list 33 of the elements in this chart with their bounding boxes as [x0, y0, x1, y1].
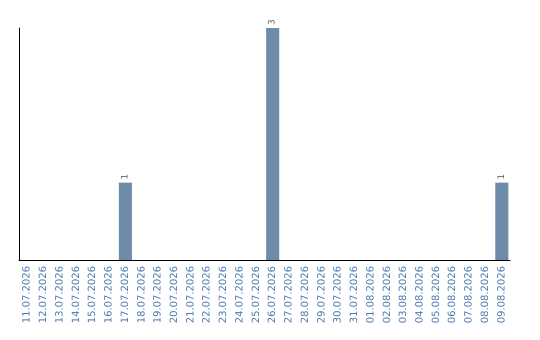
- x-tick-label: 30.07.2026: [332, 266, 344, 324]
- x-tick-label: 25.07.2026: [250, 266, 262, 324]
- x-tick-label: 28.07.2026: [300, 266, 311, 324]
- data-label: 1: [120, 174, 130, 180]
- x-tick-label: 12.07.2026: [38, 266, 50, 324]
- x-tick-label: 21.07.2026: [185, 266, 196, 324]
- x-tick-label: 04.08.2026: [414, 266, 426, 324]
- x-tick-label: 02.08.2026: [382, 266, 393, 324]
- x-tick-label: 08.08.2026: [480, 266, 491, 324]
- x-tick-label: 07.08.2026: [464, 266, 475, 324]
- x-tick-label: 11.07.2026: [22, 266, 33, 324]
- x-tick-label: 05.08.2026: [430, 266, 442, 324]
- x-tick-label: 20.07.2026: [168, 266, 180, 324]
- x-tick-label: 19.07.2026: [152, 266, 164, 324]
- x-tick-label: 23.07.2026: [218, 266, 230, 324]
- x-tick-label: 26.07.2026: [267, 266, 278, 324]
- x-tick-label: 09.08.2026: [496, 266, 508, 324]
- x-tick-label: 03.08.2026: [398, 266, 410, 324]
- x-tick-label: 17.07.2026: [120, 266, 131, 324]
- x-tick-label: 22.07.2026: [202, 266, 213, 324]
- x-tick-label: 13.07.2026: [54, 266, 66, 324]
- x-tick-label: 15.07.2026: [87, 266, 98, 324]
- data-label: 3: [268, 19, 278, 25]
- x-tick-label: 14.07.2026: [70, 266, 82, 324]
- x-tick-label: 18.07.2026: [136, 266, 148, 324]
- x-tick-label: 27.07.2026: [284, 266, 295, 324]
- x-tick-label: 24.07.2026: [234, 266, 246, 324]
- x-tick-label: 31.07.2026: [349, 266, 360, 324]
- x-tick-label: 16.07.2026: [104, 266, 115, 324]
- x-tick-label: 01.08.2026: [365, 266, 376, 324]
- x-tick-label: 29.07.2026: [316, 266, 328, 324]
- data-label: 1: [496, 174, 507, 180]
- x-tick-label: 06.08.2026: [447, 266, 458, 324]
